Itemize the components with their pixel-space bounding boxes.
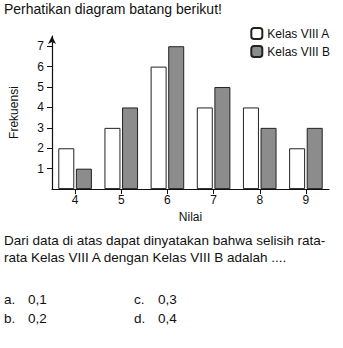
html-text:Perhatikan diagram batang beri: Perhatikan diagram batang berikut! <box>4 1 222 17</box>
html-text:b.: b. <box>4 311 16 326</box>
svg-text:9: 9 <box>303 193 310 207</box>
svg-text:1: 1 <box>37 162 44 176</box>
svg-text:Frekuensi: Frekuensi <box>7 86 21 139</box>
svg-text:4: 4 <box>37 100 44 114</box>
html-text:d.: d. <box>134 311 146 326</box>
svg-text:8: 8 <box>256 193 263 207</box>
html-text:0,1: 0,1 <box>28 292 47 307</box>
html-text:0,2: 0,2 <box>28 311 47 326</box>
svg-text:5: 5 <box>37 80 44 94</box>
svg-text:Kelas VIII A: Kelas VIII A <box>267 27 329 41</box>
html-text:c.: c. <box>134 292 145 307</box>
svg-text:5: 5 <box>118 193 125 207</box>
html-text:a.: a. <box>4 292 16 307</box>
svg-text:Nilai: Nilai <box>179 210 202 224</box>
svg-text:7: 7 <box>37 39 44 53</box>
svg-text:3: 3 <box>37 121 44 135</box>
svg-text:2: 2 <box>37 141 44 155</box>
html-text:0,3: 0,3 <box>158 292 177 307</box>
html-text:0,4: 0,4 <box>158 311 177 326</box>
svg-text:4: 4 <box>72 193 79 207</box>
svg-text:Kelas VIII B: Kelas VIII B <box>267 45 330 59</box>
svg-text:6: 6 <box>164 193 171 207</box>
svg-text:7: 7 <box>210 193 217 207</box>
html-text:Dari data di atas dapat dinyat: Dari data di atas dapat dinyatakan bahwa… <box>4 233 326 265</box>
svg-text:6: 6 <box>37 60 44 74</box>
